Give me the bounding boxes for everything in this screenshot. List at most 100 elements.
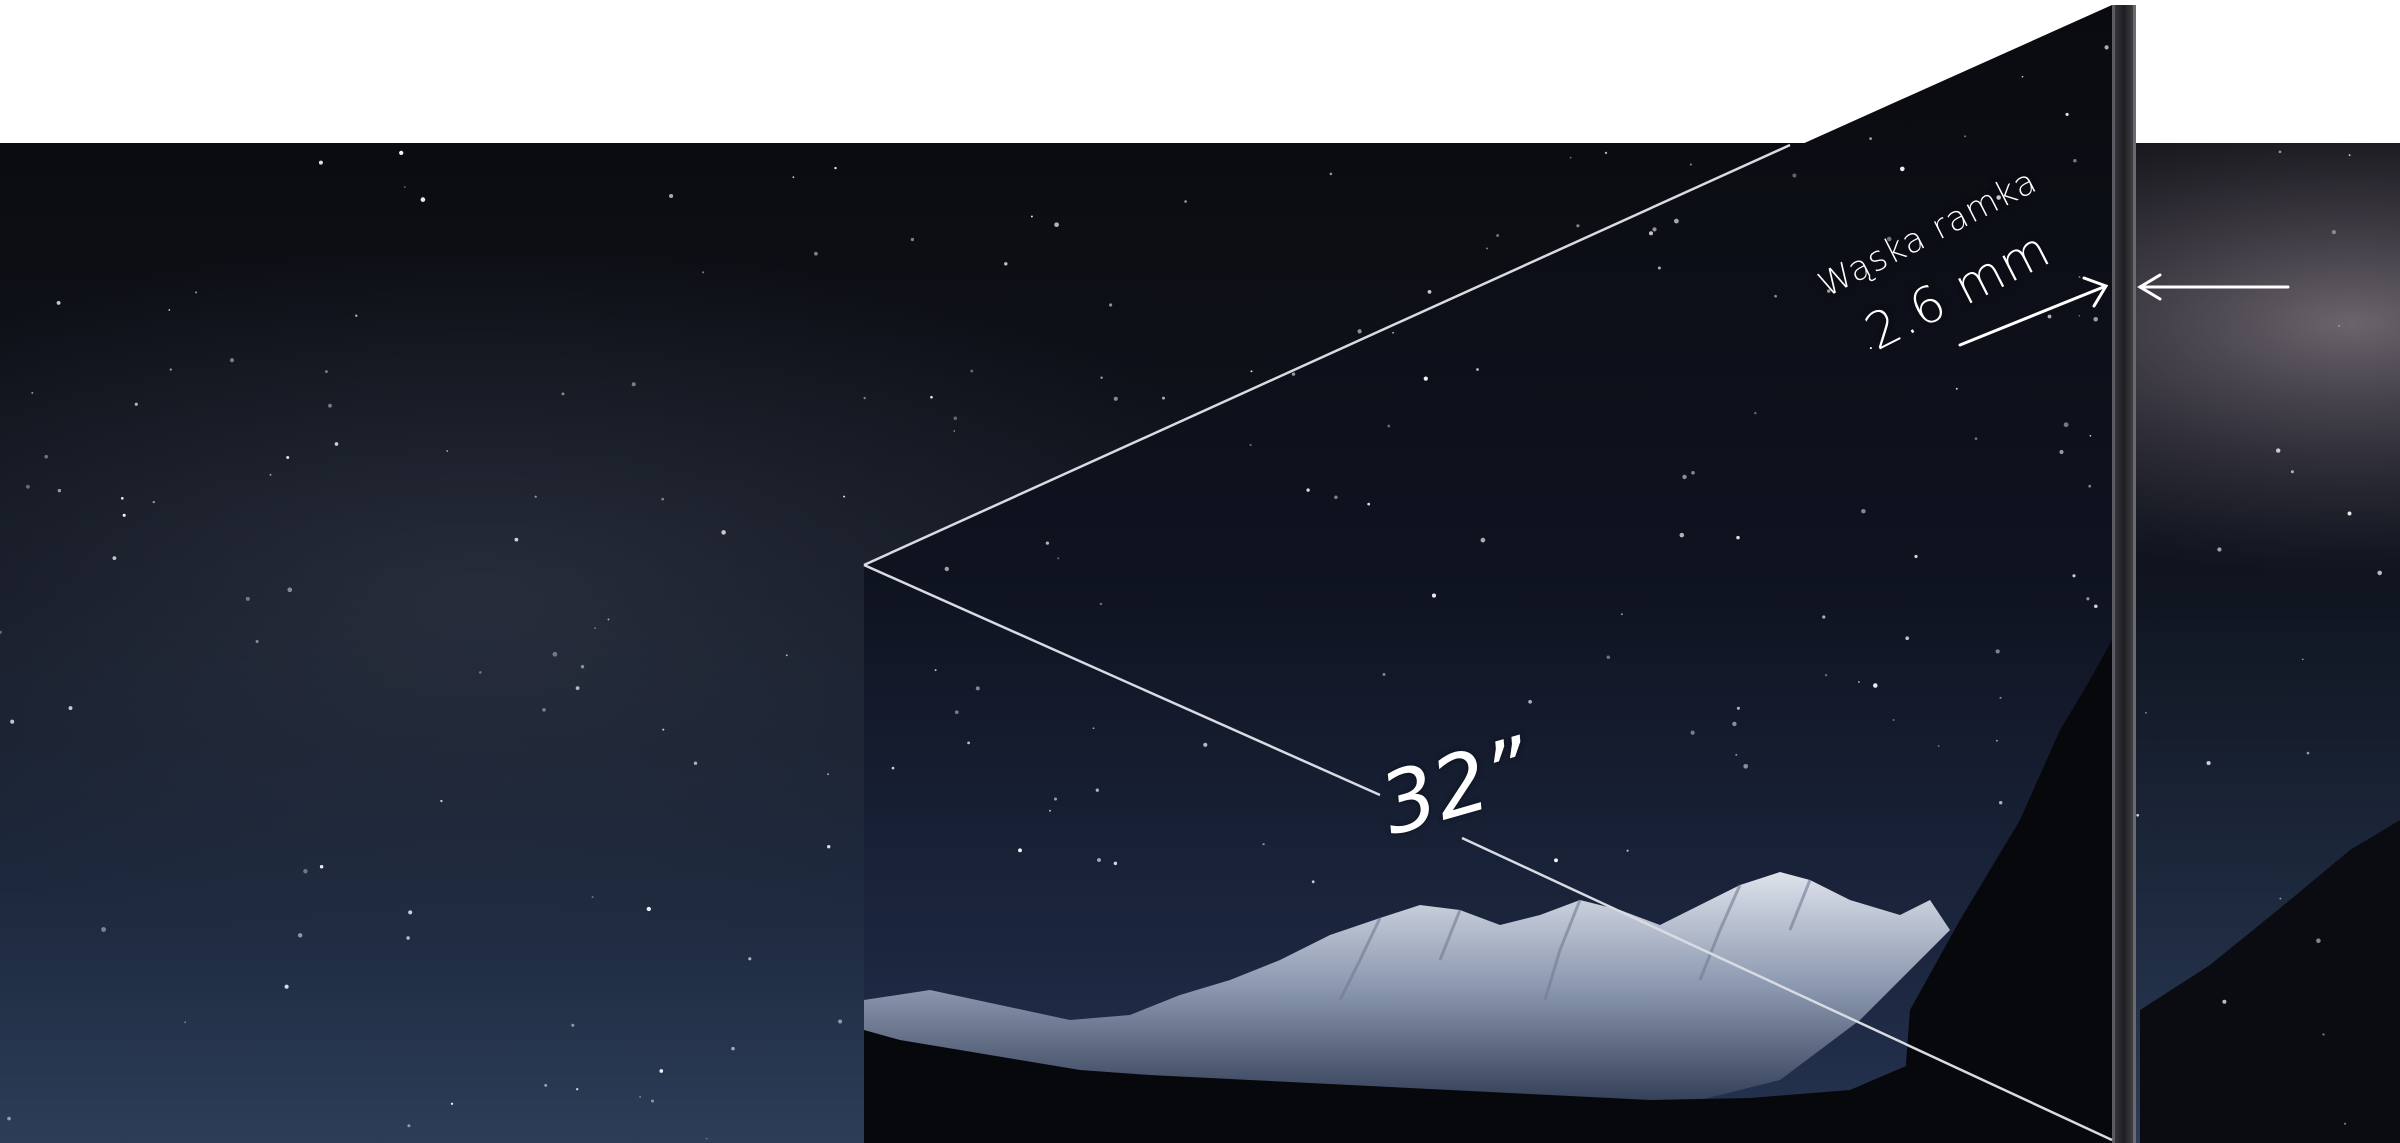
star-icon: [286, 456, 290, 459]
star-icon: [2206, 761, 2211, 766]
star-icon: [1955, 387, 1958, 390]
star-icon: [1824, 673, 1828, 677]
star-icon: [1626, 849, 1629, 852]
star-icon: [403, 186, 406, 188]
star-icon: [650, 1099, 655, 1103]
star-icon: [930, 395, 933, 399]
star-icon: [1092, 727, 1095, 730]
star-icon: [1974, 437, 1978, 440]
star-icon: [1964, 135, 1967, 138]
star-icon: [1467, 112, 1471, 116]
star-icon: [970, 369, 974, 373]
mountain-icon: [2140, 820, 2400, 1143]
star-icon: [814, 251, 818, 256]
star-icon: [1095, 788, 1099, 792]
star-icon: [2322, 1033, 2325, 1036]
star-icon: [2279, 897, 2282, 900]
star-icon: [1775, 115, 1780, 120]
star-icon: [827, 845, 831, 849]
star-icon: [1754, 411, 1757, 415]
star-icon: [785, 654, 788, 657]
star-icon: [2343, 1122, 2347, 1126]
star-icon: [2348, 154, 2351, 157]
star-icon: [1869, 347, 1872, 350]
star-icon: [57, 488, 62, 493]
star-icon: [891, 766, 895, 770]
star-icon: [693, 761, 698, 765]
star-icon: [334, 442, 339, 446]
star-icon: [561, 392, 565, 396]
star-icon: [1587, 136, 1591, 140]
star-icon: [2094, 604, 2098, 609]
star-icon: [1496, 234, 1500, 237]
star-icon: [958, 117, 961, 120]
star-icon: [1528, 699, 1532, 704]
star-icon: [1030, 215, 1033, 218]
star-icon: [1329, 172, 1333, 176]
star-icon: [792, 176, 795, 179]
star-icon: [934, 669, 937, 672]
star-icon: [1665, 115, 1668, 118]
star-icon: [2144, 711, 2147, 714]
star-icon: [2030, 20, 2034, 24]
star-icon: [479, 671, 482, 674]
star-icon: [944, 566, 949, 572]
star-icon: [2377, 570, 2383, 576]
star-icon: [169, 368, 172, 371]
star-icon: [1423, 376, 1428, 381]
star-icon: [25, 484, 30, 489]
star-icon: [1822, 615, 1826, 619]
star-icon: [269, 473, 272, 476]
star-icon: [748, 957, 752, 961]
star-icon: [1109, 303, 1113, 307]
star-icon: [120, 496, 124, 500]
star-icon: [1427, 290, 1432, 294]
star-icon: [1392, 331, 1395, 334]
star-icon: [1873, 683, 1878, 688]
star-icon: [1054, 797, 1057, 801]
star-icon: [2089, 434, 2092, 437]
star-icon: [863, 396, 866, 400]
star-icon: [646, 906, 651, 912]
star-icon: [731, 1046, 735, 1051]
star-icon: [2301, 658, 2304, 661]
star-icon: [1858, 681, 1860, 683]
star-icon: [1162, 396, 1165, 400]
star-icon: [2347, 511, 2352, 516]
star-icon: [639, 1096, 641, 1098]
star-icon: [1900, 166, 1905, 172]
star-icon: [1682, 474, 1687, 480]
star-icon: [1045, 541, 1050, 545]
mountain-icon: [864, 872, 1950, 1110]
star-icon: [44, 454, 48, 459]
star-icon: [1905, 636, 1910, 641]
star-icon: [408, 910, 413, 915]
star-icon: [1004, 262, 1008, 266]
star-icon: [1384, 130, 1388, 133]
star-icon: [1113, 861, 1118, 866]
star-icon: [1861, 508, 1866, 514]
star-icon: [2072, 574, 2076, 578]
star-icon: [2063, 422, 2069, 428]
star-icon: [0, 630, 2, 634]
star-icon: [542, 708, 546, 712]
star-icon: [1487, 138, 1492, 143]
star-icon: [2047, 314, 2052, 319]
star-icon: [1674, 218, 1679, 224]
star-icon: [580, 664, 585, 669]
star-icon: [953, 430, 955, 432]
star-icon: [152, 500, 155, 504]
star-icon: [112, 556, 117, 560]
star-icon: [1057, 557, 1060, 560]
star-icon: [1594, 50, 1599, 54]
star-icon: [1018, 848, 1022, 853]
star-icon: [440, 799, 443, 803]
star-icon: [967, 741, 970, 745]
star-icon: [571, 1023, 575, 1027]
star-icon: [255, 640, 259, 643]
star-icon: [552, 651, 558, 657]
star-icon: [195, 291, 198, 294]
star-icon: [1367, 502, 1371, 506]
star-icon: [838, 1019, 843, 1024]
